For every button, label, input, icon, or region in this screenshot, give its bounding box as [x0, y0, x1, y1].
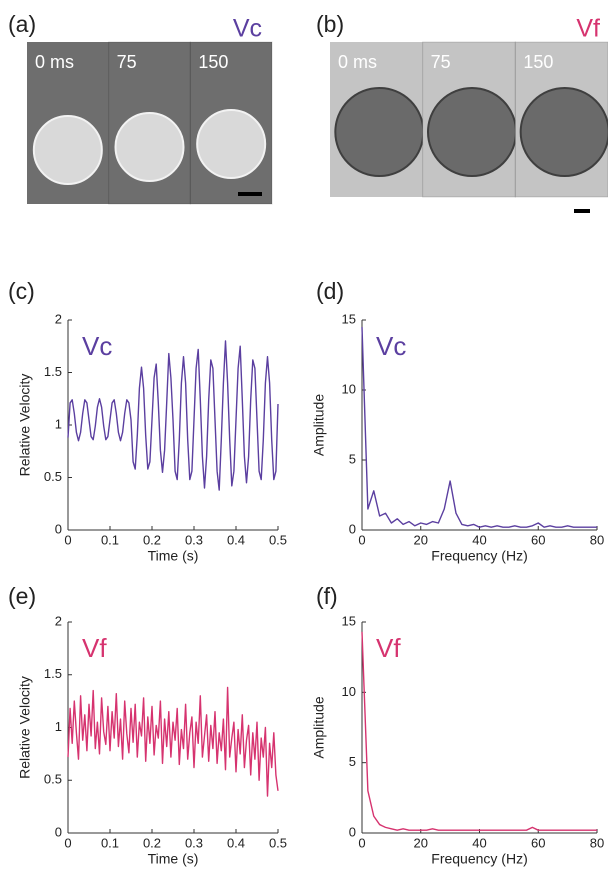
- panel-label: (d): [316, 278, 344, 304]
- series-label: Vc: [376, 331, 406, 361]
- y-axis-title: Relative Velocity: [17, 676, 33, 779]
- y-axis-title: Amplitude: [311, 394, 327, 456]
- x-tick-label: 0: [64, 835, 71, 850]
- data-line: [67, 340, 279, 491]
- panel-label: (f): [316, 583, 338, 609]
- series-label: Vf: [82, 633, 107, 663]
- cell: [32, 115, 103, 185]
- panel-label: (c): [8, 278, 35, 304]
- x-tick-label: 0.5: [269, 835, 287, 850]
- y-tick-label: 5: [349, 754, 356, 769]
- frame-label: 150: [198, 52, 228, 72]
- x-tick-label: 0.2: [143, 532, 161, 547]
- y-tick-label: 1.5: [44, 666, 62, 681]
- image-label: Vc: [233, 15, 262, 43]
- x-tick-label: 0: [358, 532, 365, 547]
- x-axis-title: Frequency (Hz): [431, 851, 527, 867]
- frame-label: 75: [117, 52, 137, 72]
- x-tick-label: 0.4: [227, 835, 245, 850]
- y-tick-label: 1.5: [44, 364, 62, 379]
- panel-label: (b): [316, 11, 344, 37]
- frame-label: 150: [523, 52, 553, 72]
- y-tick-label: 0: [349, 824, 356, 839]
- x-tick-label: 0.2: [143, 835, 161, 850]
- x-axis-title: Time (s): [148, 851, 199, 867]
- frame-label: 0 ms: [338, 52, 377, 72]
- y-tick-label: 1: [55, 719, 62, 734]
- x-tick-label: 60: [531, 532, 545, 547]
- panel-label: (a): [8, 11, 36, 37]
- y-tick-label: 5: [349, 451, 356, 466]
- x-tick-label: 0.3: [185, 532, 203, 547]
- x-tick-label: 0.4: [227, 532, 245, 547]
- y-tick-label: 0.5: [44, 469, 62, 484]
- scale-bar: [574, 209, 590, 213]
- data-line: [361, 631, 597, 831]
- cell: [196, 109, 267, 179]
- y-tick-label: 0: [55, 824, 62, 839]
- cell: [519, 87, 608, 177]
- x-tick-label: 40: [472, 532, 486, 547]
- x-tick-label: 60: [531, 835, 545, 850]
- series-label: Vc: [82, 331, 112, 361]
- y-axis-title: Relative Velocity: [17, 374, 33, 477]
- x-tick-label: 0.3: [185, 835, 203, 850]
- y-tick-label: 15: [342, 613, 356, 628]
- image-label: Vf: [576, 15, 600, 43]
- x-tick-label: 80: [590, 835, 604, 850]
- x-tick-label: 80: [590, 532, 604, 547]
- y-tick-label: 2: [55, 311, 62, 326]
- y-tick-label: 10: [342, 381, 356, 396]
- frame-label: 0 ms: [35, 52, 74, 72]
- x-tick-label: 0: [358, 835, 365, 850]
- y-tick-label: 2: [55, 613, 62, 628]
- x-axis-title: Time (s): [148, 548, 199, 564]
- series-label: Vf: [376, 633, 401, 663]
- y-tick-label: 0: [55, 521, 62, 536]
- cell: [427, 87, 517, 177]
- x-tick-label: 0.5: [269, 532, 287, 547]
- x-tick-label: 0.1: [101, 835, 119, 850]
- x-tick-label: 0.1: [101, 532, 119, 547]
- x-axis-title: Frequency (Hz): [431, 548, 527, 564]
- x-tick-label: 20: [414, 835, 428, 850]
- x-tick-label: 40: [472, 835, 486, 850]
- x-tick-label: 20: [414, 532, 428, 547]
- y-tick-label: 1: [55, 416, 62, 431]
- y-tick-label: 0: [349, 521, 356, 536]
- cell: [114, 112, 185, 182]
- cell: [334, 87, 425, 177]
- y-tick-label: 0.5: [44, 772, 62, 787]
- data-line: [67, 686, 279, 797]
- data-line: [361, 326, 597, 528]
- frame-label: 75: [431, 52, 451, 72]
- x-tick-label: 0: [64, 532, 71, 547]
- y-tick-label: 10: [342, 684, 356, 699]
- panel-label: (e): [8, 583, 36, 609]
- y-axis-title: Amplitude: [311, 696, 327, 758]
- scale-bar: [238, 192, 262, 196]
- y-tick-label: 15: [342, 311, 356, 326]
